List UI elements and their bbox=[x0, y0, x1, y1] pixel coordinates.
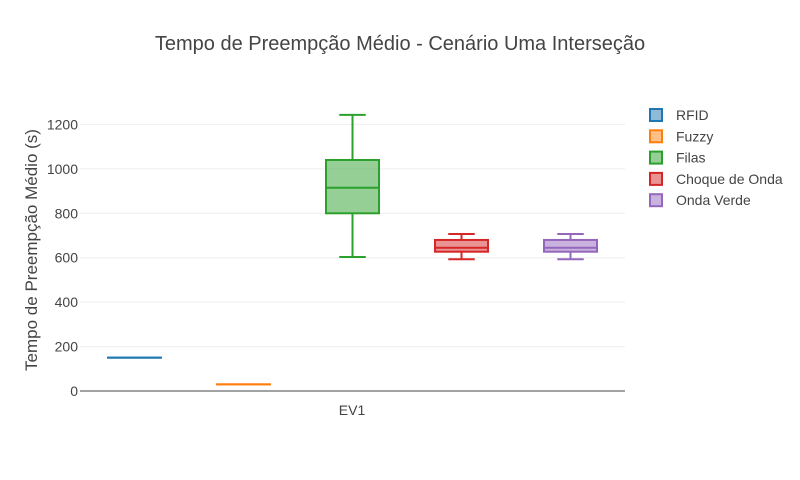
box-body bbox=[434, 238, 489, 253]
legend-label: Filas bbox=[676, 150, 706, 166]
y-tick-label: 1000 bbox=[47, 161, 78, 177]
y-tick-label: 0 bbox=[70, 383, 78, 399]
legend-item[interactable]: RFID bbox=[649, 107, 709, 123]
legend-item[interactable]: Filas bbox=[649, 150, 706, 166]
legend-swatch bbox=[649, 129, 663, 144]
legend-label: Onda Verde bbox=[676, 192, 751, 208]
y-tick-label: 200 bbox=[55, 339, 79, 355]
y-tick-label: 600 bbox=[55, 250, 79, 266]
legend-swatch bbox=[649, 150, 663, 165]
legend-item[interactable]: Onda Verde bbox=[649, 192, 751, 208]
box-filas bbox=[325, 113, 380, 259]
box-onda-verde bbox=[543, 232, 598, 261]
y-tick-label: 800 bbox=[55, 205, 79, 221]
legend: RFID Fuzzy Filas Choque de Onda Onda Verde bbox=[649, 107, 783, 208]
y-axis-ticks: 0 200 400 600 800 1000 1200 bbox=[47, 116, 78, 399]
box-body bbox=[325, 158, 380, 215]
legend-label: Fuzzy bbox=[676, 128, 713, 144]
legend-swatch bbox=[649, 171, 663, 186]
y-tick-label: 400 bbox=[55, 294, 79, 310]
chart-title: Tempo de Preempção Médio - Cenário Uma I… bbox=[155, 33, 645, 55]
box-choque-de-onda bbox=[434, 232, 489, 261]
legend-swatch bbox=[649, 193, 663, 208]
y-tick-label: 1200 bbox=[47, 116, 78, 132]
x-tick-label: EV1 bbox=[339, 402, 366, 418]
legend-item[interactable]: Fuzzy bbox=[649, 128, 713, 144]
box-body bbox=[543, 238, 598, 253]
legend-swatch bbox=[649, 108, 663, 122]
legend-label: Choque de Onda bbox=[676, 171, 783, 187]
legend-item[interactable]: Choque de Onda bbox=[649, 171, 783, 187]
legend-label: RFID bbox=[676, 107, 709, 123]
y-axis-title: Tempo de Preempção Médio (s) bbox=[22, 129, 41, 371]
box-series bbox=[107, 113, 598, 386]
